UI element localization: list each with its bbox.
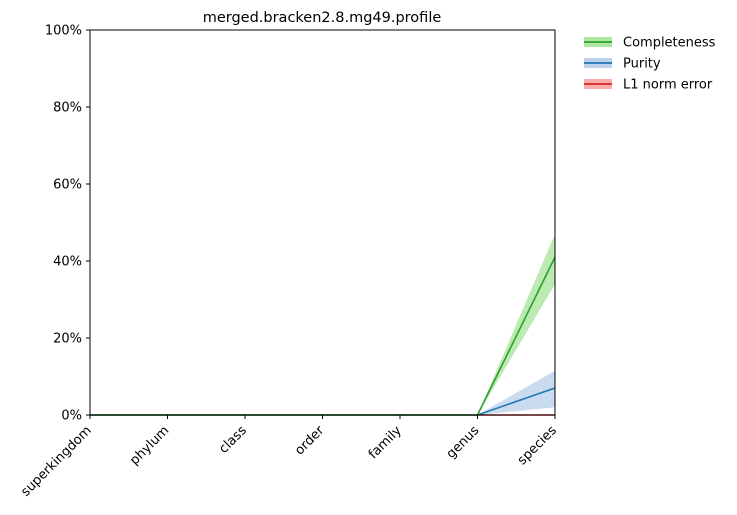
y-tick-label-3: 60% — [53, 178, 82, 193]
series-band-1 — [90, 370, 555, 415]
x-tick-label-0: superkingdom — [18, 423, 94, 499]
plot-frame — [89, 29, 556, 416]
x-tick-label-1: phylum — [127, 423, 172, 468]
series-line-0 — [90, 256, 556, 416]
y-tick-label-4: 80% — [53, 101, 82, 116]
legend-label-1: Purity — [623, 57, 661, 72]
legend-label-0: Completeness — [623, 36, 716, 51]
y-tick-label-5: 100% — [45, 24, 82, 39]
chart-title: merged.bracken2.8.mg49.profile — [203, 10, 442, 26]
x-tick-label-6: species — [515, 423, 560, 468]
y-tick-label-1: 20% — [53, 332, 82, 347]
x-tick-label-3: order — [292, 423, 328, 459]
y-tick-label-2: 40% — [53, 255, 82, 270]
series-band-0 — [90, 234, 555, 415]
legend-label-2: L1 norm error — [623, 78, 713, 93]
y-tick-label-0: 0% — [61, 409, 82, 424]
x-tick-label-4: family — [366, 423, 405, 462]
x-tick-label-5: genus — [444, 423, 483, 462]
x-tick-label-2: class — [216, 423, 250, 457]
